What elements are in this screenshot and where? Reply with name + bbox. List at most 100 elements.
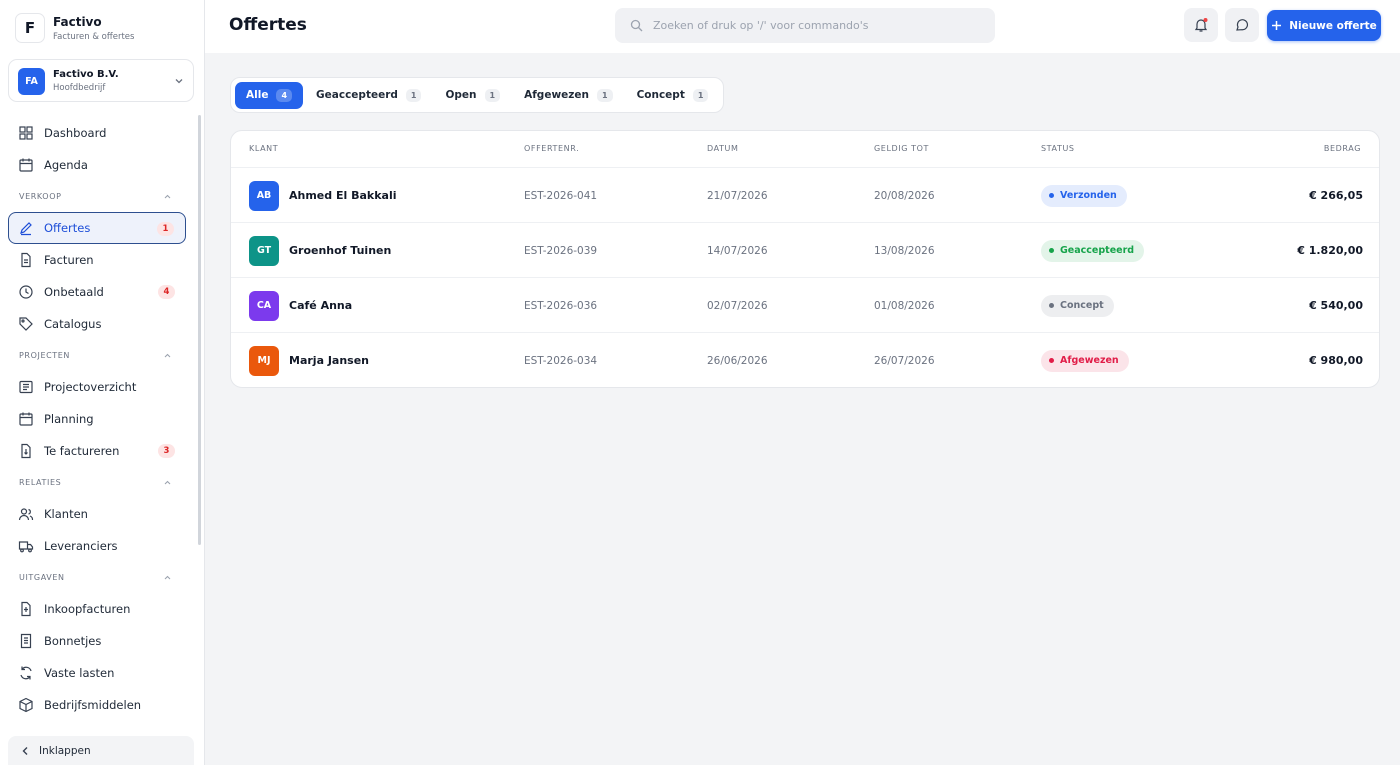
status-pill: Geaccepteerd [1041, 239, 1145, 262]
tab-count: 1 [405, 88, 422, 102]
notifications-button[interactable] [1184, 8, 1218, 42]
company-switcher[interactable]: FA Factivo B.V. Hoofdbedrijf [8, 59, 194, 102]
status-dot [1049, 303, 1054, 308]
table-row[interactable]: CA Café Anna EST-2026-036 02/07/2026 01/08/2… [231, 277, 1379, 333]
nav-section[interactable]: PROJECTEN [8, 340, 186, 371]
status-cell: Concept [1041, 278, 1114, 333]
nav-item[interactable]: Offertes 1 [8, 212, 186, 244]
status-pill: Verzonden [1041, 184, 1127, 207]
nav-label: Te factureren [44, 444, 120, 458]
client-cell: CA Café Anna [249, 278, 352, 333]
nav-item[interactable]: Inkoopfacturen [8, 593, 186, 625]
nav-item[interactable]: Klanten [8, 498, 186, 530]
quote-number: EST-2026-036 [524, 299, 598, 312]
column-header: OFFERTENR. [524, 144, 580, 153]
nav-item[interactable]: Vaste lasten [8, 657, 186, 689]
quote-number: EST-2026-041 [524, 189, 598, 202]
client-name: Groenhof Tuinen [289, 244, 392, 257]
section-chevron [164, 353, 171, 358]
filter-tab[interactable]: Afgewezen 1 [513, 82, 623, 109]
table-row[interactable]: AB Ahmed El Bakkali EST-2026-041 21/07/2026… [231, 167, 1379, 223]
filter-tab[interactable]: Open 1 [434, 82, 511, 109]
logo[interactable]: F [15, 13, 45, 43]
table-row[interactable]: GT Groenhof Tuinen EST-2026-039 14/07/2026 1… [231, 222, 1379, 278]
section-chevron [164, 480, 171, 485]
avatar: CA [249, 290, 279, 321]
nav-label: Agenda [44, 158, 88, 172]
nav-icon [19, 126, 33, 140]
app-tagline: Facturen & offertes [53, 32, 135, 42]
nav-section[interactable]: RELATIES [8, 467, 186, 498]
nav-item[interactable]: Agenda [8, 149, 186, 181]
chat-icon [1236, 19, 1249, 31]
nav-item[interactable]: Leveranciers [8, 530, 186, 562]
nav-item[interactable]: Onbetaald 4 [8, 276, 186, 308]
table-row[interactable]: MJ Marja Jansen EST-2026-034 26/06/2026 26/0… [231, 332, 1379, 387]
nav-section[interactable]: UITGAVEN [8, 562, 186, 593]
nav-icon [18, 541, 34, 553]
nav-item[interactable]: Dashboard [8, 117, 186, 149]
nav-icon [19, 412, 33, 426]
tab-label: Open [445, 89, 477, 101]
page-title: Offertes [229, 15, 307, 35]
nav-item[interactable]: Planning [8, 403, 186, 435]
nav-label: Onbetaald [44, 285, 104, 299]
nav-section[interactable]: VERKOOP [8, 181, 186, 212]
filter-tab[interactable]: Concept 1 [626, 82, 720, 109]
client-name: Marja Jansen [289, 354, 370, 367]
chevron [175, 79, 183, 84]
nav-label: Facturen [44, 253, 94, 267]
filter-tab[interactable]: Alle 4 [235, 81, 304, 109]
client-cell: AB Ahmed El Bakkali [249, 168, 397, 223]
nav-icon [20, 666, 32, 680]
nav-label: Bonnetjes [44, 634, 102, 648]
valid-until: 01/08/2026 [874, 299, 935, 312]
nav-label: Planning [44, 412, 94, 426]
nav-icon [19, 317, 33, 331]
tab-count: 1 [484, 88, 501, 102]
valid-until: 20/08/2026 [874, 189, 935, 202]
search[interactable]: Zoeken of druk op '/' voor commando's [615, 8, 995, 43]
tab-label: Concept [636, 89, 685, 101]
nav-item[interactable]: Te factureren 3 [8, 435, 186, 467]
quote-date: 21/07/2026 [707, 189, 768, 202]
nav-item[interactable]: Facturen [8, 244, 186, 276]
nav-item[interactable]: Projectoverzicht [8, 371, 186, 403]
column-header: GELDIG TOT [874, 144, 930, 153]
nav-label: Bedrijfsmiddelen [44, 698, 142, 712]
section-chevron [164, 194, 171, 199]
quote-number: EST-2026-034 [524, 354, 598, 367]
nav-item[interactable]: Bonnetjes [8, 625, 186, 657]
nav-item[interactable]: Catalogus [8, 308, 186, 340]
quote-date: 14/07/2026 [707, 244, 768, 257]
status-label: Afgewezen [1060, 355, 1119, 366]
plus-icon [1272, 21, 1282, 30]
filter-tab[interactable]: Geaccepteerd 1 [305, 82, 432, 109]
collapse-button[interactable]: Inklappen [8, 736, 194, 765]
sidebar: F Factivo Facturen & offertes FA Factivo… [0, 0, 205, 765]
nav-icon [21, 443, 31, 459]
messages-button[interactable] [1225, 8, 1259, 42]
new-quote-button[interactable]: Nieuwe offerte [1267, 10, 1381, 41]
avatar: AB [249, 180, 279, 211]
scrollbar [198, 115, 201, 545]
nav-label: Catalogus [44, 317, 102, 331]
client-cell: GT Groenhof Tuinen [249, 223, 391, 278]
tab-label: Alle [246, 89, 269, 101]
column-header: STATUS [1041, 144, 1075, 153]
column-header: DATUM [707, 144, 739, 153]
nav-badge: 3 [158, 444, 175, 458]
avatar: GT [249, 235, 279, 266]
status-label: Geaccepteerd [1060, 245, 1135, 256]
column-header: KLANT [249, 144, 279, 153]
nav-item[interactable]: Bedrijfsmiddelen [8, 689, 186, 721]
tab-label: Afgewezen [524, 89, 589, 101]
nav-icon [18, 508, 34, 521]
amount: € 980,00 [1309, 354, 1363, 367]
nav-icon [21, 252, 31, 268]
navigation: Dashboard Agenda VERKOOP Offertes 1 Facturen O… [8, 117, 186, 721]
nav-badge: 4 [158, 285, 175, 299]
nav-icon [21, 601, 31, 617]
